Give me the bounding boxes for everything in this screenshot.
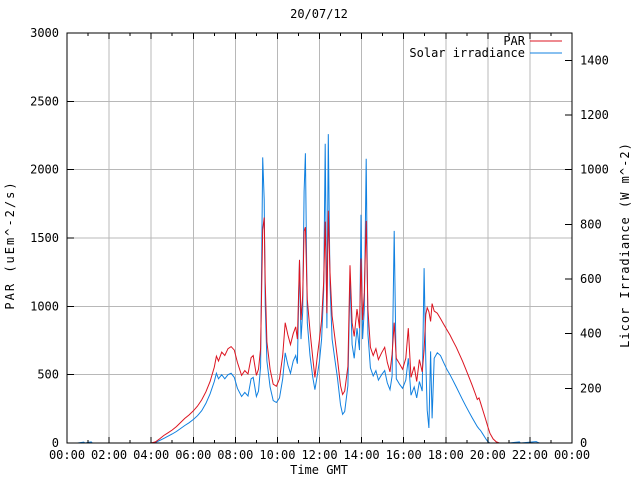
series-line-par	[67, 210, 572, 444]
legend-label-par: PAR	[503, 34, 525, 48]
left-y-axis-title: PAR (uEm^-2/s)	[3, 180, 17, 309]
x-tick-label: 02:00	[91, 448, 127, 462]
y-left-tick-label: 0	[52, 436, 59, 450]
x-tick-label: 14:00	[344, 448, 380, 462]
x-tick-label: 12:00	[301, 448, 337, 462]
x-tick-label: 16:00	[386, 448, 422, 462]
y-left-tick-label: 2500	[30, 94, 59, 108]
x-tick-label: 04:00	[133, 448, 169, 462]
data-series	[67, 134, 572, 444]
y-left-tick-label: 3000	[30, 26, 59, 40]
x-tick-label: 00:00	[49, 448, 85, 462]
gridlines	[67, 33, 572, 443]
x-axis-title: Time GMT	[290, 463, 348, 477]
legend-label-solar: Solar irradiance	[409, 46, 525, 60]
y-left-tick-label: 2000	[30, 163, 59, 177]
y-right-tick-label: 200	[580, 381, 602, 395]
y-left-tick-label: 1500	[30, 231, 59, 245]
right-y-axis-title: Licor Irradiance (W m^-2)	[618, 142, 632, 348]
y-right-tick-label: 400	[580, 327, 602, 341]
x-tick-label: 20:00	[470, 448, 506, 462]
y-right-tick-label: 600	[580, 272, 602, 286]
x-tick-label: 00:00	[554, 448, 590, 462]
plot-border	[66, 32, 573, 444]
series-line-solar-irradiance	[67, 134, 572, 444]
y-right-tick-label: 0	[580, 436, 587, 450]
x-tick-label: 10:00	[259, 448, 295, 462]
y-right-tick-label: 1400	[580, 53, 609, 67]
x-tick-label: 08:00	[217, 448, 253, 462]
x-tick-label: 06:00	[175, 448, 211, 462]
y-left-tick-label: 1000	[30, 299, 59, 313]
y-right-tick-label: 1200	[580, 108, 609, 122]
chart-title: 20/07/12	[290, 7, 348, 21]
legend: PAR Solar irradiance	[409, 34, 562, 60]
y-right-tick-label: 800	[580, 217, 602, 231]
y-right-tick-label: 1000	[580, 163, 609, 177]
x-tick-label: 18:00	[428, 448, 464, 462]
axis-tick-labels: 00:00 02:00 04:00 06:00 08:00 10:00 12:00 14:00…	[30, 26, 609, 462]
x-tick-label: 22:00	[512, 448, 548, 462]
y-left-tick-label: 500	[37, 368, 59, 382]
